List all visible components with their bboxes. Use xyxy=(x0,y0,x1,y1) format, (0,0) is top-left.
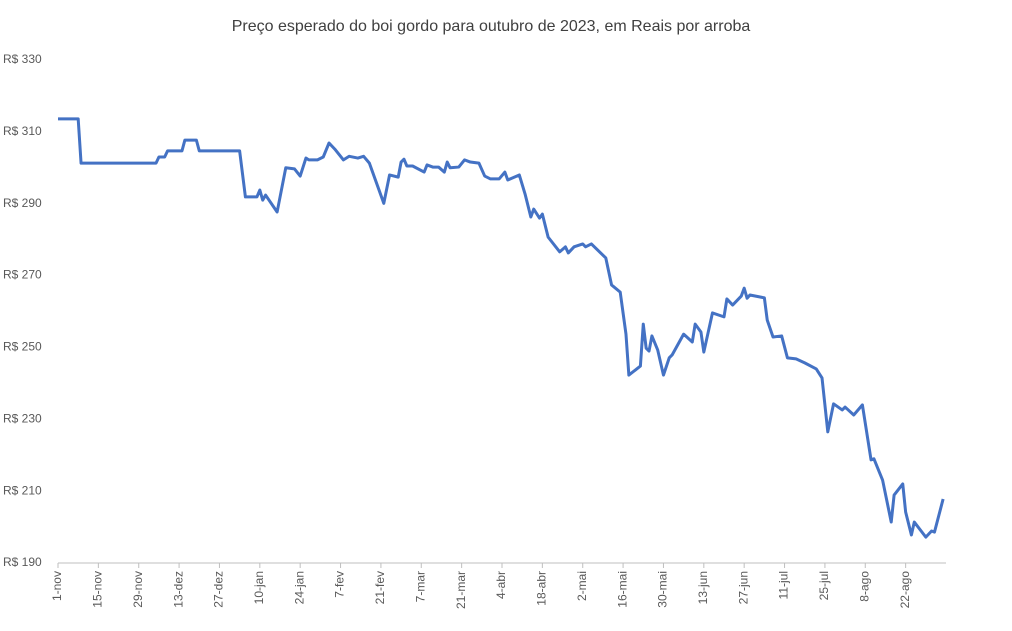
y-tick-label: R$ 250 xyxy=(3,340,42,354)
y-tick-label: R$ 230 xyxy=(3,411,42,425)
y-tick-label: R$ 310 xyxy=(3,124,42,138)
x-tick-label: 13-dez xyxy=(171,571,185,608)
series-line xyxy=(58,117,945,539)
x-tick-label: 27-dez xyxy=(212,571,226,608)
x-tick-label: 16-mai xyxy=(615,571,629,608)
x-tick-label: 1-nov xyxy=(50,571,64,601)
x-tick-label: 29-nov xyxy=(131,571,145,608)
x-tick-label: 21-mar xyxy=(454,571,468,609)
x-tick-label: 11-jul xyxy=(777,571,791,599)
x-tick-label: 24-jan xyxy=(292,571,306,604)
x-tick-label: 22-ago xyxy=(898,571,912,609)
chart-title: Preço esperado do boi gordo para outubro… xyxy=(232,18,751,35)
x-tick-label: 4-abr xyxy=(494,571,508,599)
x-tick-label: 10-jan xyxy=(252,571,266,604)
x-tick-label: 15-nov xyxy=(91,571,105,608)
x-tick-label: 7-mar xyxy=(413,571,427,602)
x-tick-label: 21-fev xyxy=(373,571,387,604)
x-tick-label: 18-abr xyxy=(535,571,549,606)
x-tick-label: 7-fev xyxy=(333,571,347,598)
y-tick-label: R$ 290 xyxy=(3,196,42,210)
x-tick-label: 30-mai xyxy=(656,571,670,608)
x-tick-label: 8-ago xyxy=(857,571,871,602)
y-tick-label: R$ 190 xyxy=(3,555,42,569)
y-tick-label: R$ 330 xyxy=(3,52,42,66)
y-tick-label: R$ 210 xyxy=(3,483,42,497)
x-tick-label: 2-mai xyxy=(575,571,589,601)
x-tick-label: 13-jun xyxy=(696,571,710,604)
y-tick-label: R$ 270 xyxy=(3,268,42,282)
x-tick-label: 25-jul xyxy=(817,571,831,600)
x-tick-label: 27-jun xyxy=(736,571,750,604)
